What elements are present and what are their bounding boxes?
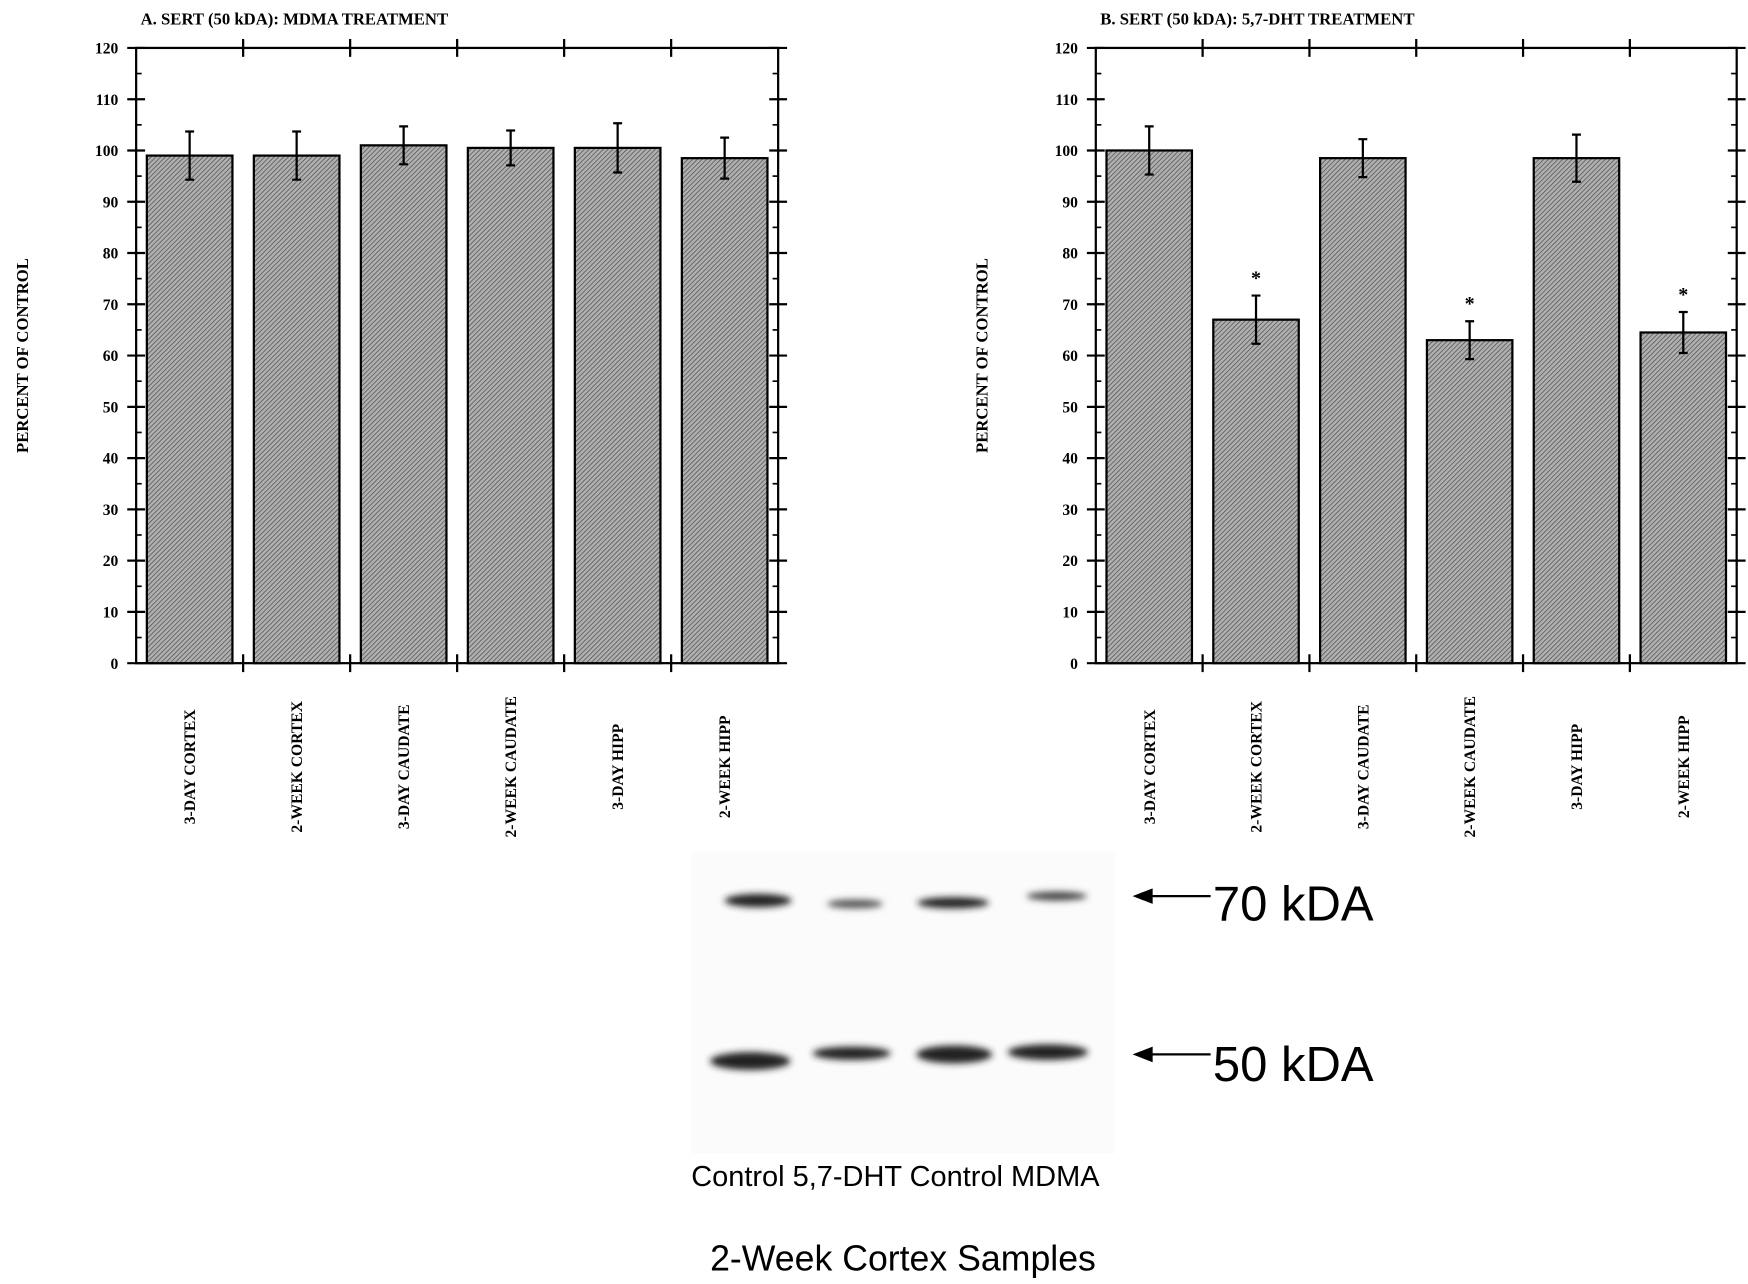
chart: A. SERT (50 kDA): MDMA TREATMENT PERCENT …	[13, 10, 788, 838]
y-tick-label: 0	[1070, 656, 1078, 673]
x-tick-label: 3-DAY HIPP	[610, 723, 627, 809]
y-tick-label: 100	[95, 143, 119, 160]
bar	[1318, 157, 1407, 665]
bar	[252, 154, 341, 665]
y-tick-label: 20	[1062, 553, 1078, 570]
bar	[466, 146, 555, 665]
blot-band	[916, 1045, 993, 1064]
x-tick-label: 3-DAY CORTEX	[182, 709, 199, 825]
y-tick-label: 90	[1062, 194, 1078, 211]
y-tick-label: 110	[96, 92, 119, 109]
error-bar	[613, 122, 623, 174]
x-tick-label: 2-WEEK HIPP	[717, 715, 734, 818]
blot-band	[1026, 891, 1087, 901]
y-tick-label: 100	[1055, 143, 1079, 160]
y-tick-label: 90	[103, 194, 119, 211]
error-bar	[1358, 138, 1368, 179]
y-tick-label: 40	[103, 451, 119, 468]
y-axis-label: PERCENT OF CONTROL	[13, 258, 32, 453]
y-tick-label: 40	[1062, 451, 1078, 468]
y-tick-label: 120	[95, 41, 119, 58]
chart: B. SERT (50 kDA): 5,7-DHT TREATMENT PERCE…	[973, 10, 1746, 838]
y-tick-label: 80	[103, 246, 119, 263]
significance-marker: *	[1251, 267, 1261, 289]
bar	[680, 157, 769, 665]
error-bar	[1251, 294, 1261, 345]
error-bar	[506, 129, 516, 167]
bar	[1105, 149, 1194, 665]
error-bar	[185, 130, 195, 181]
y-tick-label: 60	[1062, 348, 1078, 365]
bar	[573, 146, 662, 665]
blot-band	[917, 897, 989, 909]
band-label: 70 kDA	[1213, 878, 1374, 932]
bar	[145, 154, 234, 665]
y-tick-label: 80	[1062, 246, 1078, 263]
x-tick-label: 2-WEEK CAUDATE	[503, 696, 520, 837]
x-tick-label: 3-DAY HIPP	[1569, 723, 1586, 809]
error-bar	[1572, 133, 1581, 183]
x-tick-label: 3-DAY CORTEX	[1142, 709, 1159, 825]
x-tick-label: 3-DAY CAUDATE	[1355, 705, 1372, 830]
y-tick-label: 10	[1062, 604, 1078, 621]
error-bar	[399, 125, 409, 166]
band-label: 50 kDA	[1213, 1038, 1374, 1092]
blot-band	[724, 893, 792, 908]
y-tick-label: 30	[103, 502, 119, 519]
x-tick-label: 2-WEEK CORTEX	[289, 700, 306, 832]
x-tick-label: 2-WEEK CAUDATE	[1462, 696, 1479, 837]
error-bar	[1465, 320, 1475, 361]
error-bar	[1144, 125, 1154, 176]
bar	[1212, 318, 1300, 665]
western-blot: 70 kDA 50 kDA Control 5,7-DHT Control MD…	[691, 852, 1374, 1279]
y-tick-label: 10	[103, 604, 119, 621]
y-tick-label: 70	[1062, 297, 1078, 314]
caption: 2-Week Cortex Samples	[710, 1239, 1096, 1279]
y-tick-label: 50	[1062, 399, 1078, 416]
y-tick-label: 60	[103, 348, 119, 365]
bar	[1425, 339, 1514, 665]
arrow-head	[1132, 1046, 1153, 1063]
x-tick-label: 2-WEEK CORTEX	[1249, 700, 1266, 832]
y-tick-label: 110	[1055, 92, 1078, 109]
x-tick-label: 3-DAY CAUDATE	[396, 705, 413, 830]
error-bar	[292, 130, 302, 181]
y-tick-label: 20	[103, 553, 119, 570]
y-tick-label: 70	[103, 297, 119, 314]
error-bar	[720, 136, 730, 180]
x-tick-label: 2-WEEK HIPP	[1676, 715, 1693, 818]
y-tick-label: 120	[1055, 41, 1079, 58]
bar	[359, 144, 448, 665]
bar	[1532, 157, 1621, 665]
blot-band	[1007, 1044, 1088, 1060]
y-axis-label: PERCENT OF CONTROL	[973, 258, 992, 453]
arrow-head	[1132, 888, 1153, 904]
significance-marker: *	[1678, 284, 1688, 306]
bar	[1639, 331, 1728, 665]
y-tick-label: 0	[111, 656, 119, 673]
lane-labels: Control 5,7-DHT Control MDMA	[691, 1161, 1100, 1193]
significance-marker: *	[1465, 293, 1475, 315]
chart-title: A. SERT (50 kDA): MDMA TREATMENT	[141, 10, 449, 29]
blot-band	[710, 1052, 791, 1070]
blot-band	[827, 899, 883, 909]
chart-title: B. SERT (50 kDA): 5,7-DHT TREATMENT	[1100, 10, 1414, 29]
y-tick-label: 50	[103, 399, 119, 416]
error-bar	[1678, 310, 1688, 355]
y-tick-label: 30	[1062, 502, 1078, 519]
blot-band	[812, 1046, 891, 1060]
